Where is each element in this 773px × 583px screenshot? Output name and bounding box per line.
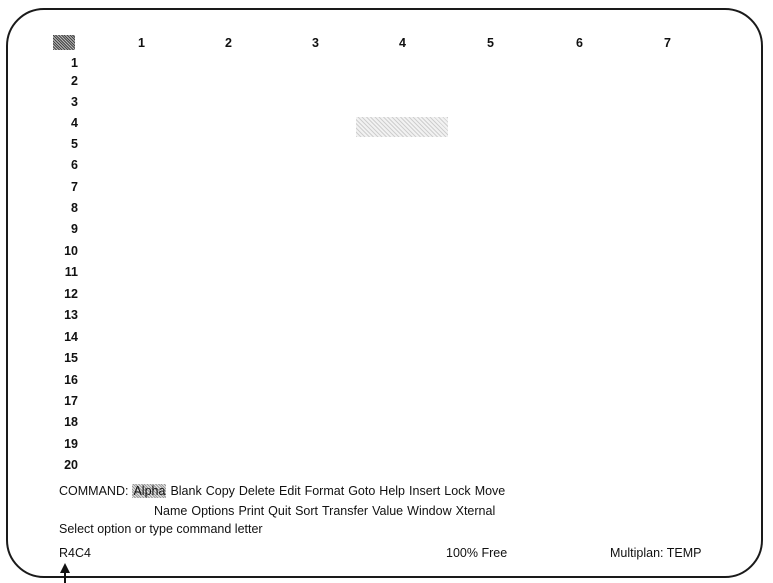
menu-item-lock[interactable]: Lock [444, 484, 471, 498]
menu-item-print[interactable]: Print [238, 504, 265, 518]
menu-item-format[interactable]: Format [304, 484, 345, 498]
row-header-6[interactable]: 6 [71, 158, 78, 172]
row-header-18[interactable]: 18 [64, 415, 78, 429]
column-header-3[interactable]: 3 [312, 36, 319, 50]
menu-item-xternal[interactable]: Xternal [455, 504, 496, 518]
menu-item-window[interactable]: Window [407, 504, 452, 518]
row-header-7[interactable]: 7 [71, 180, 78, 194]
row-header-11[interactable]: 11 [64, 265, 78, 279]
menu-item-options[interactable]: Options [191, 504, 235, 518]
sheet-corner-cursor [53, 35, 75, 50]
menu-item-sort[interactable]: Sort [295, 504, 319, 518]
row-header-14[interactable]: 14 [64, 330, 78, 344]
message-line: Select option or type command letter [59, 522, 263, 536]
row-header-5[interactable]: 5 [71, 137, 78, 151]
row-header-20[interactable]: 20 [64, 458, 78, 472]
menu-item-move[interactable]: Move [474, 484, 506, 498]
menu-item-edit[interactable]: Edit [279, 484, 301, 498]
menu-item-help[interactable]: Help [379, 484, 406, 498]
row-header-17[interactable]: 17 [64, 394, 78, 408]
menu-item-delete[interactable]: Delete [238, 484, 276, 498]
row-header-3[interactable]: 3 [71, 95, 78, 109]
memory-free: 100% Free [446, 546, 508, 560]
row-header-15[interactable]: 15 [64, 351, 78, 365]
program-filename: Multiplan: TEMP [610, 546, 702, 560]
menu-item-goto[interactable]: Goto [348, 484, 376, 498]
command-prefix: COMMAND: [59, 484, 129, 498]
row-header-19[interactable]: 19 [64, 437, 78, 451]
menu-item-blank[interactable]: Blank [170, 484, 202, 498]
menu-item-quit[interactable]: Quit [268, 504, 292, 518]
row-header-12[interactable]: 12 [64, 287, 78, 301]
column-header-2[interactable]: 2 [225, 36, 232, 50]
screen-frame [6, 8, 763, 578]
menu-item-alpha[interactable]: Alpha [132, 484, 167, 498]
column-header-6[interactable]: 6 [576, 36, 583, 50]
row-header-1[interactable]: 1 [71, 56, 78, 70]
column-header-5[interactable]: 5 [487, 36, 494, 50]
row-header-16[interactable]: 16 [64, 373, 78, 387]
column-header-7[interactable]: 7 [664, 36, 671, 50]
menu-item-value[interactable]: Value [372, 504, 404, 518]
command-line-1: COMMAND: Alpha Blank Copy Delete Edit Format Go… [59, 484, 509, 498]
active-cell[interactable] [356, 117, 448, 137]
row-header-10[interactable]: 10 [64, 244, 78, 258]
row-header-4[interactable]: 4 [71, 116, 78, 130]
menu-item-name[interactable]: Name [154, 504, 188, 518]
row-header-13[interactable]: 13 [64, 308, 78, 322]
row-header-9[interactable]: 9 [71, 222, 78, 236]
up-arrow-icon [60, 563, 70, 573]
column-header-1[interactable]: 1 [138, 36, 145, 50]
menu-item-copy[interactable]: Copy [205, 484, 235, 498]
column-header-4[interactable]: 4 [399, 36, 406, 50]
menu-item-insert[interactable]: Insert [409, 484, 441, 498]
row-header-8[interactable]: 8 [71, 201, 78, 215]
cell-reference: R4C4 [59, 546, 91, 560]
command-line-2: Name Options Print Quit Sort Transfer Value Win… [154, 504, 499, 518]
row-header-2[interactable]: 2 [71, 74, 78, 88]
menu-item-transfer[interactable]: Transfer [322, 504, 369, 518]
up-arrow-stem [64, 570, 66, 583]
